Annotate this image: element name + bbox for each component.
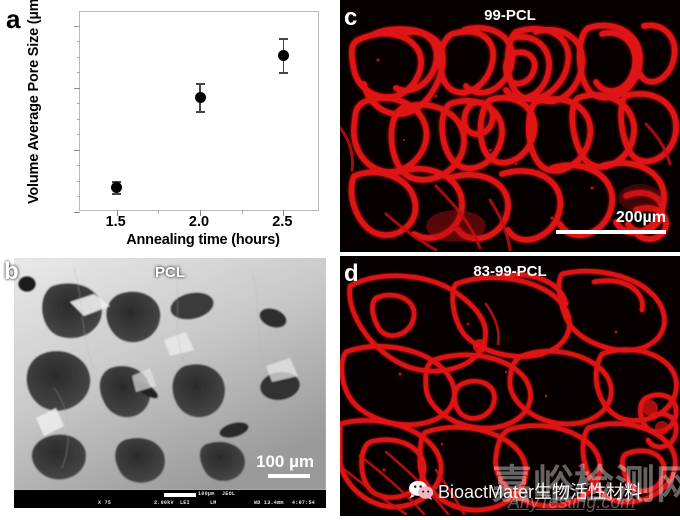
chart-y-axis-label: Volume Average Pore Size (µm): [26, 0, 42, 204]
sem-info-mode: LM: [210, 500, 217, 506]
sem-info-working-distance: WD 13.4mm: [254, 500, 284, 506]
error-bar-cap: [278, 38, 288, 40]
y-tick-minor: [76, 118, 80, 120]
y-tick-minor: [76, 72, 80, 74]
error-bar-cap: [112, 193, 122, 195]
data-point: [194, 91, 206, 103]
confocal-image-d: [340, 256, 680, 516]
error-bar-cap: [195, 111, 205, 113]
confocal-c-scalebar-label: 200µm: [615, 209, 666, 226]
x-tick-major: [116, 210, 118, 216]
x-tick-label: 2.5: [272, 214, 293, 230]
data-point: [277, 49, 289, 61]
sem-info-magnification: X 75: [98, 500, 112, 506]
wechat-icon: [409, 480, 434, 500]
sem-info-vendor: JEOL: [222, 491, 236, 497]
sem-scalebar-line: [268, 474, 310, 478]
confocal-c-scalebar-line: [556, 230, 666, 234]
x-tick-label: 2.0: [188, 214, 210, 230]
confocal-c-title: 99-PCL: [484, 7, 536, 24]
y-tick-minor: [76, 25, 80, 27]
x-tick-minor: [241, 210, 243, 214]
sem-info-detector: LEI: [180, 500, 190, 506]
data-point: [111, 181, 123, 193]
y-tick-minor: [76, 41, 80, 43]
x-tick-major: [283, 210, 285, 216]
sem-info-scale-text: 100µm: [198, 491, 215, 497]
plot-area: [74, 11, 319, 216]
sem-info-voltage: 2.00kV: [154, 500, 174, 506]
sem-sample-title: PCL: [155, 264, 185, 281]
panel-letter-b: b: [4, 258, 19, 285]
panel-b-sem-micrograph: PCL 100 µm 100µm JEOL X 75 2.00kV LEI LM…: [14, 258, 326, 508]
watermark-chinese-site: 嘉峪检测网: [492, 463, 680, 507]
chart-x-axis-label: Annealing time (hours): [126, 232, 280, 248]
y-tick-major: [74, 87, 80, 89]
x-tick-label: 1.5: [105, 214, 126, 230]
watermark-bioactmater: BioactMater生物活性材料: [438, 482, 643, 502]
error-bar-cap: [195, 83, 205, 85]
panel-letter-d: d: [344, 260, 359, 287]
x-tick-major: [200, 210, 201, 216]
confocal-d-title: 83-99-PCL: [473, 263, 547, 280]
y-tick-minor: [76, 165, 80, 167]
panel-a-scatter-plot: a Volume Average Pore Size (µm) Annealin…: [0, 0, 340, 255]
sem-info-scale-marker: [164, 493, 196, 497]
sem-info-timestamp: 4:07:54: [292, 500, 316, 506]
y-tick-minor: [76, 180, 80, 182]
sem-scalebar-label: 100 µm: [256, 452, 314, 471]
y-tick-minor: [76, 196, 80, 198]
y-tick-minor: [76, 103, 80, 105]
y-tick-major: [74, 212, 80, 213]
error-bar-cap: [278, 72, 288, 75]
x-tick-minor: [158, 210, 160, 214]
sem-info-bar: 100µm JEOL X 75 2.00kV LEI LM WD 13.4mm …: [14, 490, 326, 508]
panel-c-confocal-micrograph: 99-PCL 200µm: [340, 0, 680, 252]
watermark-anytesting: AnyTesting.com: [508, 492, 636, 512]
panel-letter-c: c: [344, 4, 358, 31]
y-tick-minor: [76, 134, 80, 136]
panel-letter-a: a: [6, 4, 21, 34]
y-tick-major: [74, 149, 80, 151]
panel-d-confocal-micrograph: 83-99-PCL: [340, 256, 680, 516]
y-tick-minor: [76, 56, 80, 58]
sem-image: [14, 258, 326, 490]
